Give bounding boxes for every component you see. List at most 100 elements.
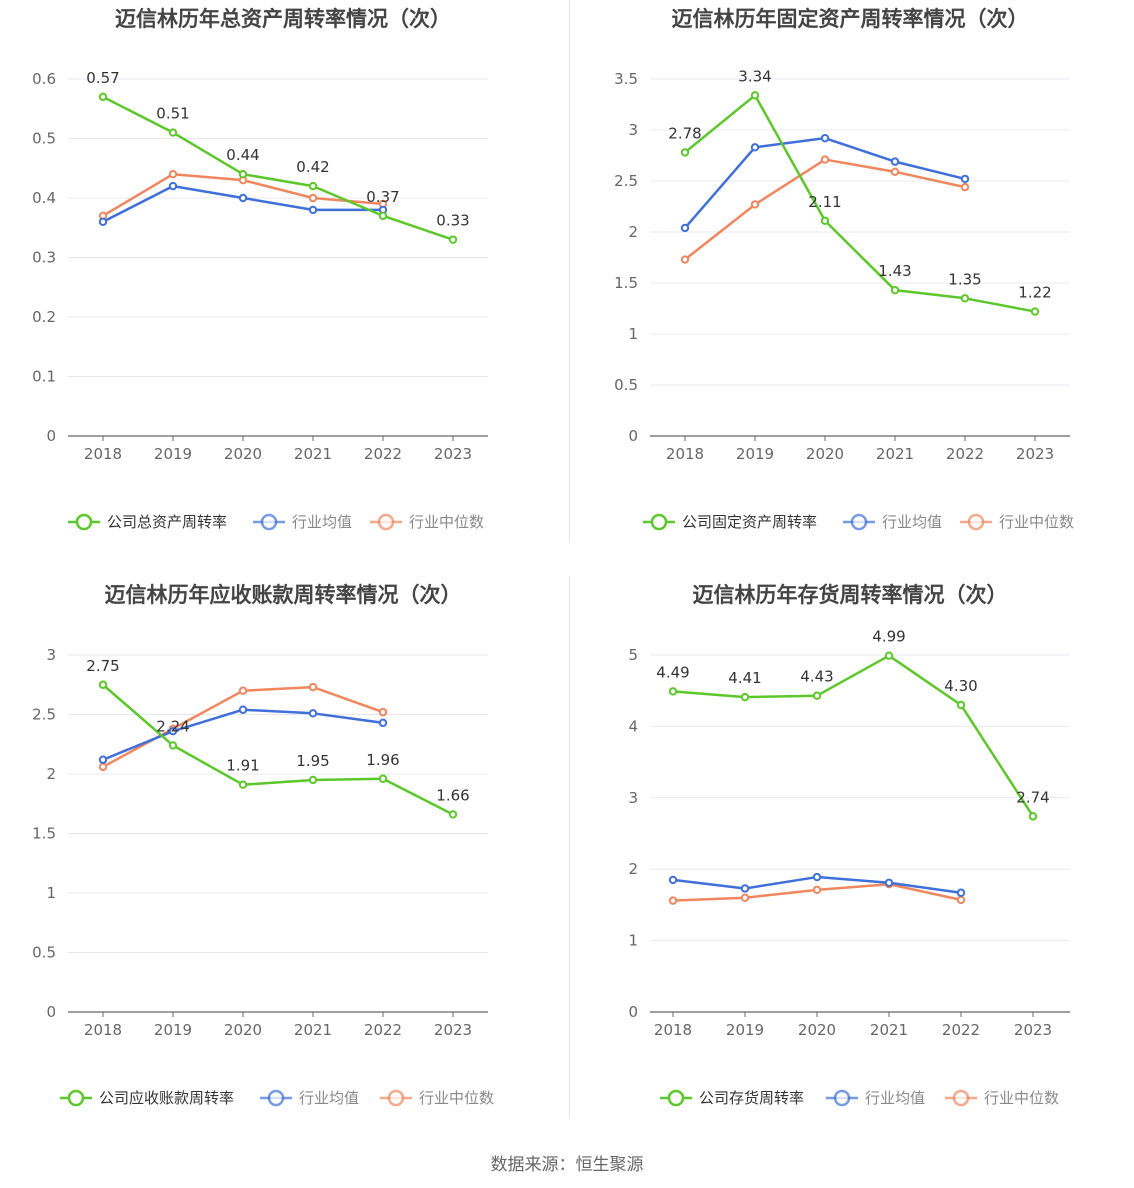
series-line-company — [684, 94, 1036, 313]
data-label: 1.96 — [366, 751, 399, 769]
legend-item-avg[interactable]: 行业均值 — [253, 513, 352, 531]
data-point-avg — [884, 878, 894, 887]
y-tick-label: 0.1 — [32, 368, 56, 386]
data-point-avg — [680, 223, 690, 233]
legend-item-median[interactable]: 行业中位数 — [945, 1089, 1059, 1107]
data-point-avg — [960, 174, 970, 184]
legend-item-company[interactable]: 公司应收账款周转率 — [60, 1089, 234, 1107]
data-point-avg — [820, 133, 830, 143]
data-point-company — [98, 680, 108, 689]
x-tick-label: 2022 — [946, 445, 984, 463]
data-label: 0.37 — [366, 188, 399, 206]
data-label: 0.57 — [86, 69, 119, 87]
x-tick-label: 2020 — [224, 1021, 262, 1039]
data-point-median — [308, 682, 318, 692]
chart-title: 迈信林历年存货周转率情况（次） — [693, 583, 1008, 607]
data-label: 1.91 — [226, 757, 259, 775]
x-tick-label: 2019 — [154, 1021, 192, 1039]
chart-title: 迈信林历年总资产周转率情况（次） — [115, 7, 451, 31]
y-tick-label: 0 — [46, 1003, 56, 1021]
data-point-avg — [378, 718, 388, 728]
legend-item-avg[interactable]: 行业均值 — [260, 1089, 359, 1107]
legend-label: 行业中位数 — [984, 1089, 1059, 1107]
data-label: 1.66 — [436, 786, 469, 804]
legend-circle-icon — [267, 1089, 285, 1107]
data-point-company — [740, 692, 750, 702]
y-tick-label: 0.4 — [32, 189, 56, 207]
data-point-avg — [308, 709, 318, 718]
data-point-company — [308, 181, 318, 191]
y-tick-label: 2.5 — [32, 706, 56, 724]
data-label: 4.99 — [872, 628, 905, 646]
x-tick-label: 2021 — [870, 1021, 908, 1039]
data-point-median — [238, 686, 248, 695]
chart-total-asset-turnover: 迈信林历年总资产周转率情况（次） 0 0.1 0.2 0.3 0.4 0.5 0.6 2018 2… — [0, 0, 567, 576]
legend-item-company[interactable]: 公司总资产周转率 — [68, 513, 227, 531]
data-point-company — [1028, 812, 1038, 821]
data-label: 2.11 — [808, 193, 841, 211]
data-source-note: 数据来源：恒生聚源 — [490, 1155, 644, 1175]
x-tick-label: 2023 — [434, 445, 472, 463]
data-point-company — [238, 170, 248, 179]
x-tick-label: 2023 — [1014, 1021, 1052, 1039]
legend-item-avg[interactable]: 行业均值 — [826, 1089, 925, 1107]
data-point-median — [740, 893, 750, 902]
data-point-company — [308, 775, 318, 785]
data-point-median — [890, 167, 900, 177]
legend-item-company[interactable]: 公司存货周转率 — [660, 1089, 804, 1107]
x-tick-label: 2020 — [798, 1021, 836, 1039]
y-tick-label: 1.5 — [32, 825, 56, 843]
series-line-company — [102, 683, 454, 816]
data-label: 2.75 — [86, 657, 119, 675]
data-point-avg — [308, 205, 318, 215]
data-point-avg — [890, 157, 900, 166]
chart-inventory-turnover: 迈信林历年存货周转率情况（次） 0 1 2 3 4 5 2018 2019 2020 2021 202… — [567, 576, 1134, 1152]
chart-title: 迈信林历年应收账款周转率情况（次） — [105, 583, 462, 607]
legend-label: 行业中位数 — [409, 513, 484, 531]
series-line-company — [102, 95, 454, 241]
legend-label: 行业中位数 — [419, 1089, 494, 1107]
data-point-company — [956, 700, 966, 710]
data-point-company — [448, 235, 458, 244]
data-point-median — [668, 896, 678, 905]
legend-item-median[interactable]: 行业中位数 — [380, 1089, 494, 1107]
x-tick-label: 2022 — [942, 1021, 980, 1039]
x-tick-label: 2021 — [294, 1021, 332, 1039]
y-tick-label: 1 — [628, 325, 638, 343]
legend-label: 行业中位数 — [999, 513, 1074, 531]
x-tick-label: 2018 — [84, 1021, 122, 1039]
data-label: 3.34 — [738, 67, 771, 85]
y-tick-label: 3 — [628, 789, 638, 807]
data-point-company — [378, 211, 388, 221]
legend-label: 公司总资产周转率 — [107, 513, 227, 531]
y-tick-label: 0 — [46, 427, 56, 445]
x-tick-label: 2023 — [434, 1021, 472, 1039]
data-point-company — [448, 810, 458, 819]
legend-circle-icon — [667, 1089, 685, 1107]
legend-item-median[interactable]: 行业中位数 — [960, 513, 1074, 531]
data-point-company — [820, 216, 830, 225]
data-label: 1.35 — [948, 270, 981, 288]
y-tick-label: 0.2 — [32, 308, 56, 326]
data-point-avg — [956, 888, 966, 897]
data-point-avg — [668, 875, 678, 885]
legend-label: 公司应收账款周转率 — [99, 1089, 234, 1107]
x-tick-label: 2019 — [154, 445, 192, 463]
x-tick-label: 2023 — [1016, 445, 1054, 463]
legend-circle-icon — [377, 513, 395, 531]
legend-item-avg[interactable]: 行业均值 — [843, 513, 942, 531]
legend-item-company[interactable]: 公司固定资产周转率 — [643, 513, 817, 531]
x-tick-label: 2018 — [654, 1021, 692, 1039]
legend-item-median[interactable]: 行业中位数 — [370, 513, 484, 531]
data-label: 1.43 — [878, 262, 911, 280]
data-label: 0.33 — [436, 212, 469, 230]
data-point-avg — [740, 884, 750, 893]
data-point-company — [680, 148, 690, 157]
legend-label: 行业均值 — [292, 513, 352, 531]
y-tick-label: 0.5 — [32, 130, 56, 148]
chart-svg: 迈信林历年固定资产周转率情况（次） 0 0.5 1 1.5 2 2.5 3 3.5 2018 201… — [614, 7, 1074, 531]
chart-svg: 迈信林历年总资产周转率情况（次） 0 0.1 0.2 0.3 0.4 0.5 0.6 2018 2… — [32, 7, 488, 531]
legend-circle-icon — [75, 513, 93, 531]
chart-fixed-asset-turnover: 迈信林历年固定资产周转率情况（次） 0 0.5 1 1.5 2 2.5 3 3.5 2018 201… — [567, 0, 1134, 576]
data-point-company — [1030, 307, 1040, 316]
